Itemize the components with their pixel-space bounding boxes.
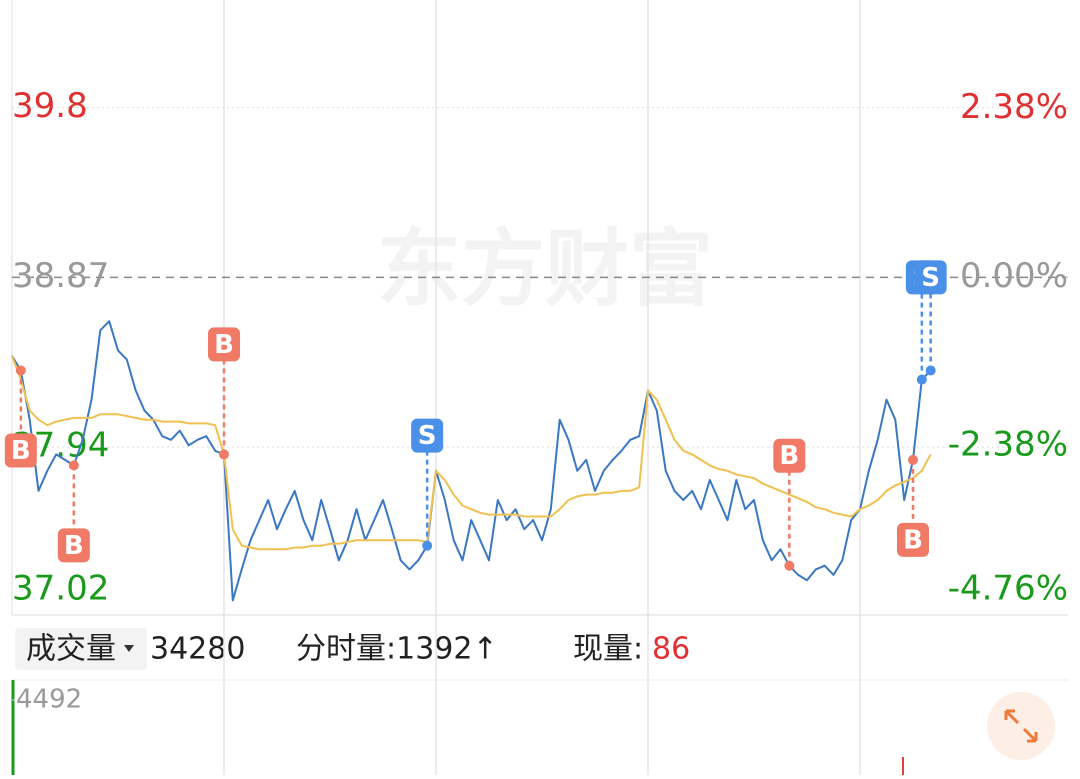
expand-button[interactable] [987, 692, 1055, 760]
signal-point [15, 365, 26, 376]
y-tick-label: 37.02 [12, 569, 109, 609]
watermark: 东方财富 [377, 220, 713, 318]
y2-tick-label: -2.38% [948, 425, 1068, 465]
volume-selector-label[interactable]: 成交量 [26, 632, 116, 667]
signal-point [908, 454, 918, 465]
price-line [11, 320, 932, 602]
y-tick-label: 39.8 [12, 86, 88, 126]
volume-tick-label: 4492 [16, 685, 82, 715]
signal-point [916, 374, 927, 385]
signal-badge [4, 433, 37, 468]
period-volume: 分时量:1392↑ [296, 632, 498, 667]
signal-label: B [779, 441, 799, 471]
y2-tick-label: -4.76% [948, 569, 1068, 609]
signal-badge [57, 528, 90, 563]
signal-badge [773, 438, 806, 473]
signal-badge [208, 327, 240, 362]
dropdown-arrow[interactable] [124, 645, 134, 652]
signal-point [68, 460, 79, 471]
signal-label: S [921, 263, 940, 293]
volume-total: 34280 [150, 632, 245, 667]
signal-label: B [903, 525, 923, 555]
y-tick-label: 38.87 [12, 256, 109, 296]
signal-label: B [11, 436, 31, 466]
y2-tick-label: 0.00% [960, 256, 1068, 296]
signal-point [925, 365, 936, 376]
average-line [11, 355, 932, 551]
signal-point [784, 560, 795, 571]
volume-selector[interactable] [15, 628, 147, 670]
signal-badge [411, 418, 444, 453]
signal-badge [897, 522, 929, 557]
signal-label: B [64, 531, 84, 561]
expand-icon[interactable] [1004, 709, 1038, 743]
current-volume-label: 现量: [573, 632, 643, 667]
signal-point [219, 449, 229, 460]
signal-point [422, 540, 433, 551]
signal-label: S [418, 421, 437, 451]
y2-tick-label: 2.38% [960, 87, 1068, 127]
signal-label: B [214, 330, 234, 360]
signal-badge [914, 260, 947, 295]
current-volume: 86 [652, 632, 690, 667]
